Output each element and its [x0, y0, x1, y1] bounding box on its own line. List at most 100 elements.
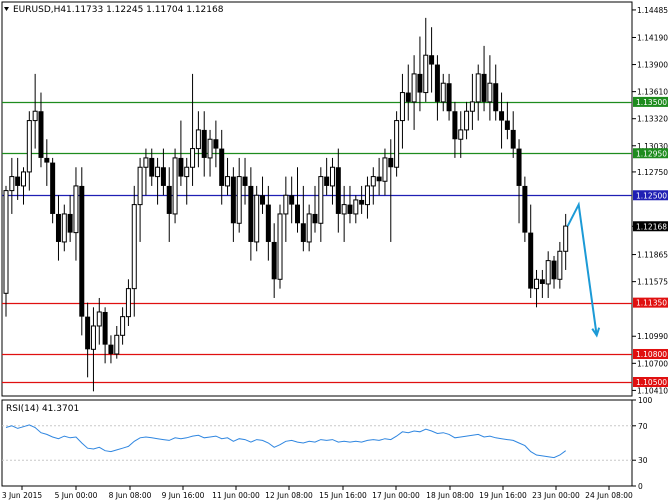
- price-tick-label: 1.11865: [637, 251, 668, 260]
- candle: [160, 148, 166, 196]
- candle: [452, 101, 458, 158]
- candle-body-bear: [493, 83, 499, 112]
- main-price-chart[interactable]: 1.14485 1.14190 1.13900 1.13610 1.13320 1.130…: [1, 1, 668, 397]
- candle: [300, 185, 306, 252]
- candle-body-bear: [295, 204, 300, 224]
- time-tick-label: 11 Jun 00:00: [212, 491, 260, 500]
- level-price-badge: [633, 348, 668, 359]
- candle-body-bear: [102, 311, 108, 345]
- candle-body-bull: [341, 204, 347, 215]
- price-tick-label: 1.10990: [637, 332, 668, 341]
- candle: [295, 167, 300, 233]
- candle: [417, 36, 423, 112]
- price-tick-label: 1.12750: [637, 168, 668, 177]
- time-tick-label: 8 Jun 08:00: [109, 491, 152, 500]
- candle: [271, 223, 277, 298]
- candle: [73, 167, 79, 261]
- time-tick-label: 19 Jun 16:00: [479, 491, 527, 500]
- time-tick-label: 23 Jun 00:00: [532, 491, 580, 500]
- candle: [225, 157, 231, 196]
- current-price-label: 1.12168: [636, 222, 667, 231]
- candle: [522, 176, 528, 242]
- candle: [370, 167, 376, 205]
- candle: [382, 148, 388, 196]
- candle: [528, 204, 534, 298]
- candle-body-bull: [399, 92, 405, 122]
- candle-body-bear: [38, 111, 44, 158]
- candle-body-bear: [434, 64, 440, 102]
- candle-body-bear: [504, 120, 510, 130]
- candle: [155, 157, 161, 205]
- level-price-label: 1.11350: [636, 299, 667, 308]
- candle: [96, 297, 102, 345]
- candle: [475, 64, 481, 121]
- candle: [411, 55, 417, 130]
- price-tick-label: 1.10410: [637, 386, 668, 395]
- candle: [469, 73, 475, 130]
- candle: [446, 73, 452, 121]
- level-price-badge: [633, 148, 668, 159]
- candle: [166, 167, 172, 242]
- rsi-panel[interactable]: 100 70 30 0 RSI(14) 41.3701: [1, 396, 653, 491]
- candle: [178, 120, 184, 186]
- candle: [534, 269, 540, 308]
- candle: [324, 157, 330, 196]
- level-price-badge: [633, 190, 668, 201]
- level-price-label: 1.10800: [636, 350, 667, 359]
- level-price-label: 1.13500: [636, 98, 667, 107]
- candle-body-bull: [236, 176, 242, 224]
- candle: [434, 55, 440, 121]
- candle: [201, 111, 207, 177]
- price-tick-label: 1.13900: [637, 61, 668, 70]
- candle: [545, 251, 551, 298]
- candle: [15, 157, 21, 200]
- candle: [149, 148, 155, 186]
- candle-body-bull: [394, 120, 400, 168]
- candle-body-bull: [563, 225, 569, 252]
- candle-body-bull: [329, 166, 335, 187]
- time-tick-label: 9 Jun 16:00: [162, 491, 205, 500]
- current-price-badge: [633, 221, 668, 232]
- candle: [306, 204, 312, 252]
- time-tick-label: 12 Jun 08:00: [265, 491, 313, 500]
- rsi-tick-label: 70: [638, 422, 648, 431]
- candle-body-bull: [364, 185, 370, 206]
- candle-body-bear: [528, 232, 534, 289]
- candle-body-bear: [539, 279, 545, 284]
- candle: [388, 139, 394, 242]
- candle: [458, 111, 464, 158]
- candle: [20, 167, 26, 205]
- candle-body-bull: [353, 199, 359, 215]
- candle: [248, 167, 254, 261]
- candle: [32, 73, 38, 149]
- price-tick-label: 1.10700: [637, 359, 668, 368]
- rsi-line: [5, 424, 566, 459]
- candle-body-bear: [50, 162, 56, 214]
- price-tick-label: 1.14485: [637, 6, 668, 15]
- candle: [364, 176, 370, 219]
- candle-body-bull: [207, 138, 213, 159]
- candle: [481, 45, 487, 112]
- symbol-dropdown-icon[interactable]: [4, 7, 9, 11]
- candle: [143, 148, 149, 196]
- candle: [283, 176, 289, 242]
- candle: [172, 148, 178, 224]
- candle-body-bull: [469, 101, 475, 112]
- candle-body-bear: [312, 213, 318, 224]
- candle-body-bear: [300, 223, 306, 242]
- time-tick-label: 15 Jun 16:00: [319, 491, 367, 500]
- projection-arrowhead: [591, 327, 601, 338]
- candle: [213, 120, 219, 168]
- candle: [563, 213, 569, 270]
- candle: [516, 139, 522, 224]
- candle-body-bull: [32, 110, 38, 122]
- candle-body-bull: [382, 157, 388, 182]
- candle-body-bear: [55, 213, 61, 242]
- rsi-tick-label: 0: [638, 482, 643, 491]
- candle-body-bull: [475, 73, 481, 103]
- candle-body-bear: [388, 157, 394, 168]
- candle-body-bull: [9, 176, 15, 192]
- candle-body-bear: [201, 129, 207, 158]
- candle: [557, 241, 563, 289]
- candle: [79, 167, 85, 336]
